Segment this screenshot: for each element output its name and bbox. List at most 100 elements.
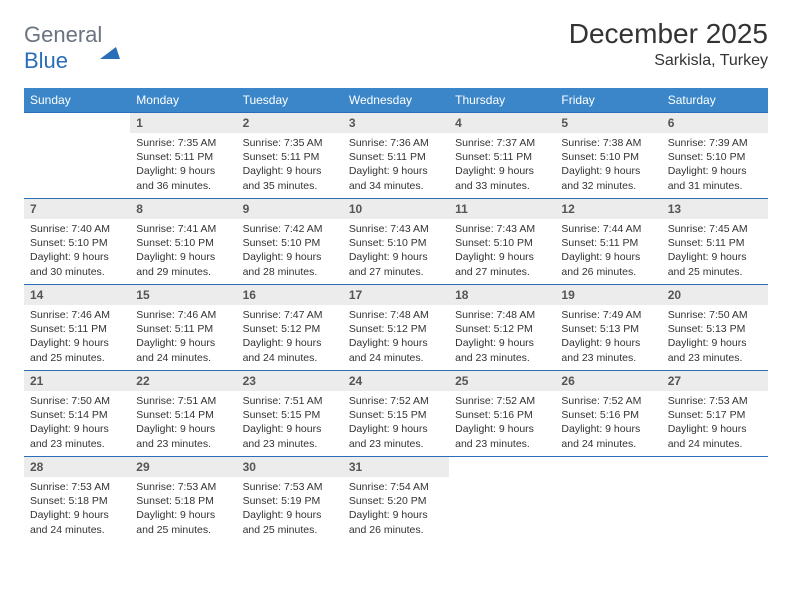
sunset-text: Sunset: 5:10 PM [349, 236, 443, 250]
sunset-text: Sunset: 5:12 PM [455, 322, 549, 336]
day-body: Sunrise: 7:46 AMSunset: 5:11 PMDaylight:… [130, 305, 236, 369]
sunrise-text: Sunrise: 7:35 AM [243, 136, 337, 150]
calendar-cell: 23Sunrise: 7:51 AMSunset: 5:15 PMDayligh… [237, 371, 343, 457]
sunrise-text: Sunrise: 7:48 AM [349, 308, 443, 322]
day-number: 4 [449, 113, 555, 133]
day-body: Sunrise: 7:53 AMSunset: 5:17 PMDaylight:… [662, 391, 768, 455]
daylight-text: Daylight: 9 hours and 24 minutes. [668, 422, 762, 450]
sunrise-text: Sunrise: 7:53 AM [30, 480, 124, 494]
calendar-cell [449, 457, 555, 543]
sunrise-text: Sunrise: 7:50 AM [668, 308, 762, 322]
sunrise-text: Sunrise: 7:49 AM [561, 308, 655, 322]
day-number: 16 [237, 285, 343, 305]
sunset-text: Sunset: 5:11 PM [243, 150, 337, 164]
day-number: 13 [662, 199, 768, 219]
daylight-text: Daylight: 9 hours and 26 minutes. [561, 250, 655, 278]
sunset-text: Sunset: 5:10 PM [243, 236, 337, 250]
day-header: Thursday [449, 88, 555, 113]
sunrise-text: Sunrise: 7:35 AM [136, 136, 230, 150]
daylight-text: Daylight: 9 hours and 34 minutes. [349, 164, 443, 192]
calendar-cell: 11Sunrise: 7:43 AMSunset: 5:10 PMDayligh… [449, 199, 555, 285]
sunset-text: Sunset: 5:20 PM [349, 494, 443, 508]
sunrise-text: Sunrise: 7:52 AM [349, 394, 443, 408]
sunrise-text: Sunrise: 7:53 AM [668, 394, 762, 408]
sunrise-text: Sunrise: 7:42 AM [243, 222, 337, 236]
daylight-text: Daylight: 9 hours and 23 minutes. [136, 422, 230, 450]
sunrise-text: Sunrise: 7:51 AM [136, 394, 230, 408]
sunrise-text: Sunrise: 7:46 AM [136, 308, 230, 322]
day-header: Friday [555, 88, 661, 113]
sunrise-text: Sunrise: 7:45 AM [668, 222, 762, 236]
day-number: 30 [237, 457, 343, 477]
day-body: Sunrise: 7:43 AMSunset: 5:10 PMDaylight:… [343, 219, 449, 283]
daylight-text: Daylight: 9 hours and 23 minutes. [561, 336, 655, 364]
sunrise-text: Sunrise: 7:37 AM [455, 136, 549, 150]
day-body: Sunrise: 7:54 AMSunset: 5:20 PMDaylight:… [343, 477, 449, 541]
day-body: Sunrise: 7:53 AMSunset: 5:19 PMDaylight:… [237, 477, 343, 541]
day-number: 22 [130, 371, 236, 391]
calendar-cell: 16Sunrise: 7:47 AMSunset: 5:12 PMDayligh… [237, 285, 343, 371]
sunset-text: Sunset: 5:14 PM [136, 408, 230, 422]
calendar-cell: 7Sunrise: 7:40 AMSunset: 5:10 PMDaylight… [24, 199, 130, 285]
daylight-text: Daylight: 9 hours and 35 minutes. [243, 164, 337, 192]
title-block: December 2025 Sarkisla, Turkey [569, 18, 768, 70]
sunrise-text: Sunrise: 7:48 AM [455, 308, 549, 322]
calendar-cell: 30Sunrise: 7:53 AMSunset: 5:19 PMDayligh… [237, 457, 343, 543]
logo: General Blue [24, 22, 120, 74]
daylight-text: Daylight: 9 hours and 23 minutes. [243, 422, 337, 450]
day-number: 7 [24, 199, 130, 219]
calendar-cell: 10Sunrise: 7:43 AMSunset: 5:10 PMDayligh… [343, 199, 449, 285]
sunset-text: Sunset: 5:19 PM [243, 494, 337, 508]
sunrise-text: Sunrise: 7:51 AM [243, 394, 337, 408]
daylight-text: Daylight: 9 hours and 24 minutes. [30, 508, 124, 536]
sunset-text: Sunset: 5:10 PM [561, 150, 655, 164]
sunset-text: Sunset: 5:16 PM [455, 408, 549, 422]
calendar-cell: 21Sunrise: 7:50 AMSunset: 5:14 PMDayligh… [24, 371, 130, 457]
day-number: 19 [555, 285, 661, 305]
calendar-cell: 14Sunrise: 7:46 AMSunset: 5:11 PMDayligh… [24, 285, 130, 371]
day-number: 14 [24, 285, 130, 305]
sunset-text: Sunset: 5:11 PM [136, 322, 230, 336]
sunset-text: Sunset: 5:11 PM [561, 236, 655, 250]
day-body: Sunrise: 7:51 AMSunset: 5:15 PMDaylight:… [237, 391, 343, 455]
calendar-cell [662, 457, 768, 543]
daylight-text: Daylight: 9 hours and 23 minutes. [668, 336, 762, 364]
sunset-text: Sunset: 5:10 PM [30, 236, 124, 250]
daylight-text: Daylight: 9 hours and 27 minutes. [349, 250, 443, 278]
day-number: 11 [449, 199, 555, 219]
daylight-text: Daylight: 9 hours and 24 minutes. [243, 336, 337, 364]
calendar-week: 21Sunrise: 7:50 AMSunset: 5:14 PMDayligh… [24, 371, 768, 457]
day-body: Sunrise: 7:37 AMSunset: 5:11 PMDaylight:… [449, 133, 555, 197]
sunrise-text: Sunrise: 7:38 AM [561, 136, 655, 150]
calendar-cell: 24Sunrise: 7:52 AMSunset: 5:15 PMDayligh… [343, 371, 449, 457]
day-header: Sunday [24, 88, 130, 113]
day-number: 29 [130, 457, 236, 477]
daylight-text: Daylight: 9 hours and 24 minutes. [136, 336, 230, 364]
day-body: Sunrise: 7:38 AMSunset: 5:10 PMDaylight:… [555, 133, 661, 197]
sunset-text: Sunset: 5:13 PM [668, 322, 762, 336]
daylight-text: Daylight: 9 hours and 26 minutes. [349, 508, 443, 536]
calendar-cell: 18Sunrise: 7:48 AMSunset: 5:12 PMDayligh… [449, 285, 555, 371]
sunset-text: Sunset: 5:12 PM [349, 322, 443, 336]
sunrise-text: Sunrise: 7:53 AM [136, 480, 230, 494]
daylight-text: Daylight: 9 hours and 27 minutes. [455, 250, 549, 278]
sunset-text: Sunset: 5:11 PM [668, 236, 762, 250]
daylight-text: Daylight: 9 hours and 25 minutes. [668, 250, 762, 278]
sunset-text: Sunset: 5:11 PM [455, 150, 549, 164]
sunset-text: Sunset: 5:15 PM [243, 408, 337, 422]
calendar-week: 1Sunrise: 7:35 AMSunset: 5:11 PMDaylight… [24, 113, 768, 199]
calendar-cell: 15Sunrise: 7:46 AMSunset: 5:11 PMDayligh… [130, 285, 236, 371]
day-body: Sunrise: 7:48 AMSunset: 5:12 PMDaylight:… [449, 305, 555, 369]
calendar-cell [555, 457, 661, 543]
day-body: Sunrise: 7:35 AMSunset: 5:11 PMDaylight:… [237, 133, 343, 197]
logo-part2: Blue [24, 48, 68, 73]
daylight-text: Daylight: 9 hours and 32 minutes. [561, 164, 655, 192]
day-body: Sunrise: 7:53 AMSunset: 5:18 PMDaylight:… [130, 477, 236, 541]
day-header: Tuesday [237, 88, 343, 113]
day-body: Sunrise: 7:52 AMSunset: 5:16 PMDaylight:… [449, 391, 555, 455]
daylight-text: Daylight: 9 hours and 25 minutes. [243, 508, 337, 536]
day-body: Sunrise: 7:52 AMSunset: 5:16 PMDaylight:… [555, 391, 661, 455]
calendar-cell [24, 113, 130, 199]
sunset-text: Sunset: 5:10 PM [455, 236, 549, 250]
day-body: Sunrise: 7:50 AMSunset: 5:14 PMDaylight:… [24, 391, 130, 455]
